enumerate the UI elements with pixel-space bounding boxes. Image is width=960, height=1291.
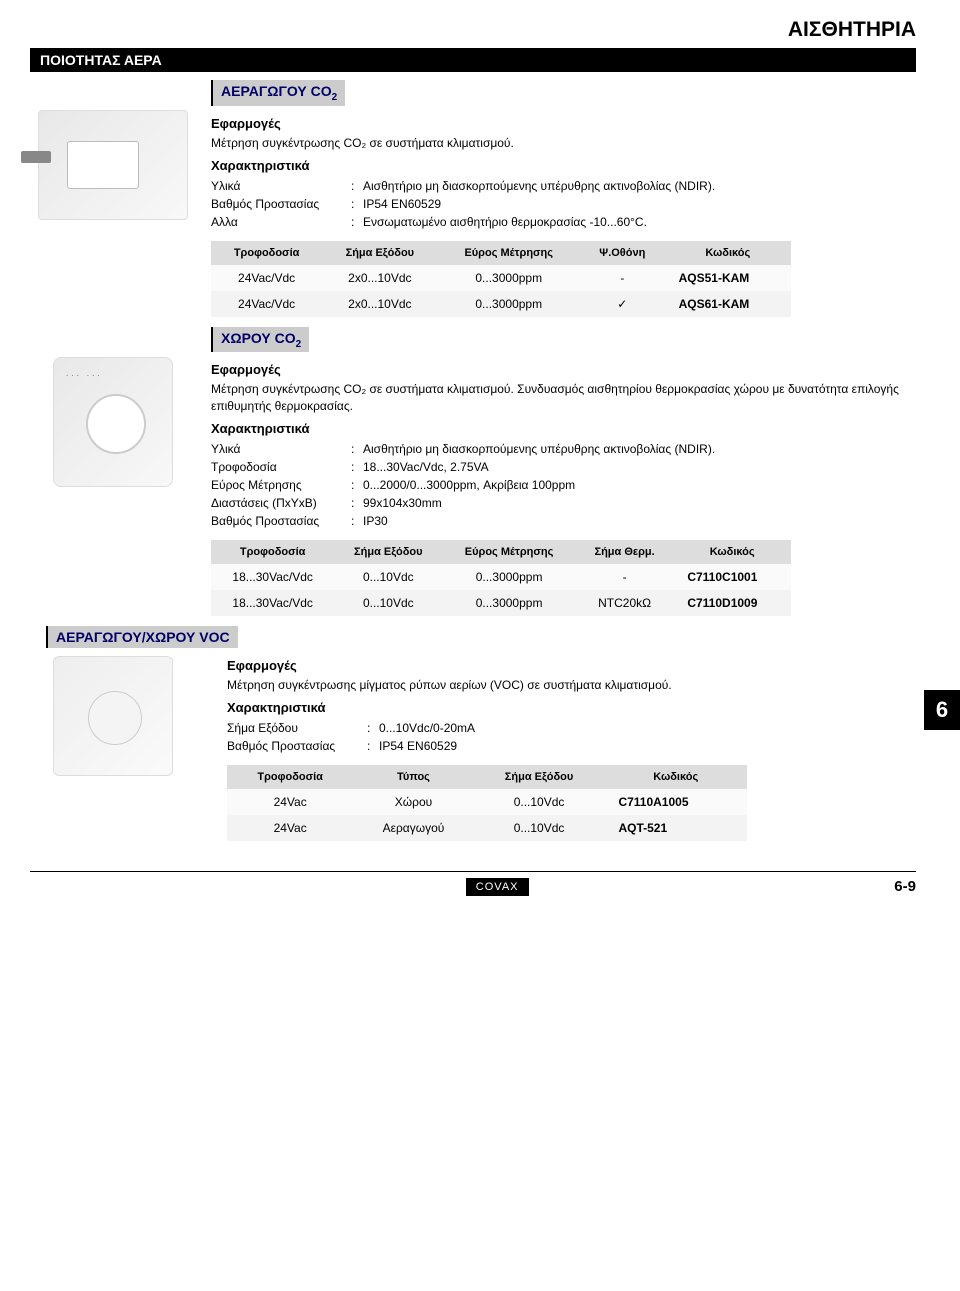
td: 24Vac/Vdc [211, 291, 322, 317]
spec-val: IP54 EN60529 [363, 195, 916, 213]
td: 0...10Vdc [474, 815, 605, 841]
sec2-specs: Υλικά:Αισθητήριο μη διασκορπούμενης υπέρ… [211, 440, 916, 530]
spec-val: IP54 EN60529 [379, 737, 916, 755]
table-row: 24Vac Αεραγωγού 0...10Vdc AQT-521 [227, 815, 747, 841]
td: 0...3000ppm [437, 291, 580, 317]
td: 0...3000ppm [442, 590, 576, 616]
sec2-apps-text: Μέτρηση συγκέντρωσης CO₂ σε συστήματα κλ… [211, 381, 916, 415]
sec1-chars-title: Χαρακτηριστικά [211, 158, 916, 173]
spec-label: Υλικά [211, 177, 351, 195]
td: 0...10Vdc [334, 564, 442, 590]
td: 18...30Vac/Vdc [211, 564, 334, 590]
th: Εύρος Μέτρησης [437, 241, 580, 265]
product-image-room-co2 [53, 357, 173, 487]
th: Τροφοδοσία [211, 540, 334, 564]
sec2-apps-title: Εφαρμογές [211, 362, 916, 377]
sec3-chars-title: Χαρακτηριστικά [227, 700, 916, 715]
td: 0...3000ppm [442, 564, 576, 590]
th: Τροφοδοσία [211, 241, 322, 265]
table-row: 18...30Vac/Vdc 0...10Vdc 0...3000ppm - C… [211, 564, 791, 590]
spec-val: 18...30Vac/Vdc, 2.75VA [363, 458, 916, 476]
sec3-table: Τροφοδοσία Τύπος Σήμα Εξόδου Κωδικός 24V… [227, 765, 747, 841]
td: 18...30Vac/Vdc [211, 590, 334, 616]
sec1-apps-text: Μέτρηση συγκέντρωσης CO₂ σε συστήματα κλ… [211, 135, 916, 152]
sec1-specs: Υλικά:Αισθητήριο μη διασκορπούμενης υπέρ… [211, 177, 916, 231]
spec-label: Σήμα Εξόδου [227, 719, 367, 737]
th: Τύπος [353, 765, 473, 789]
spec-label: Υλικά [211, 440, 351, 458]
spec-label: Εύρος Μέτρησης [211, 476, 351, 494]
footer-logo: COVAX [466, 878, 529, 896]
spec-label: Διαστάσεις (ΠxΥxΒ) [211, 494, 351, 512]
spec-val: 0...2000/0...3000ppm, Ακρίβεια 100ppm [363, 476, 916, 494]
sec2-header-text: ΧΩΡΟΥ CO [221, 330, 296, 346]
td: Χώρου [353, 789, 473, 815]
th: Ψ.Οθόνη [580, 241, 665, 265]
td: 2x0...10Vdc [322, 291, 437, 317]
table-row: 18...30Vac/Vdc 0...10Vdc 0...3000ppm NTC… [211, 590, 791, 616]
table-row: 24Vac/Vdc 2x0...10Vdc 0...3000ppm - AQS5… [211, 265, 791, 291]
page-title: ΑΙΣΘΗΤΗΡΙΑ [30, 18, 916, 42]
spec-val: Ενσωματωμένο αισθητήριο θερμοκρασίας -10… [363, 213, 916, 231]
sec1-apps-title: Εφαρμογές [211, 116, 916, 131]
td: NTC20kΩ [576, 590, 673, 616]
th: Σήμα Εξόδου [334, 540, 442, 564]
th: Εύρος Μέτρησης [442, 540, 576, 564]
td: 24Vac [227, 815, 353, 841]
th: Σήμα Εξόδου [474, 765, 605, 789]
td: 0...3000ppm [437, 265, 580, 291]
sec2-table: Τροφοδοσία Σήμα Εξόδου Εύρος Μέτρησης Σή… [211, 540, 791, 616]
td: 0...10Vdc [474, 789, 605, 815]
sec2-chars-title: Χαρακτηριστικά [211, 421, 916, 436]
chapter-tab: 6 [924, 690, 960, 730]
product-image-duct-co2 [38, 110, 188, 220]
sec3-apps-text: Μέτρηση συγκέντρωσης μίγματος ρύπων αερί… [227, 677, 916, 694]
spec-val: 99x104x30mm [363, 494, 916, 512]
td: 0...10Vdc [334, 590, 442, 616]
td: 24Vac/Vdc [211, 265, 322, 291]
th: Σήμα Θερμ. [576, 540, 673, 564]
table-row: 24Vac/Vdc 2x0...10Vdc 0...3000ppm ✓ AQS6… [211, 291, 791, 317]
sec1-header-sub: 2 [332, 92, 338, 103]
td: 24Vac [227, 789, 353, 815]
td: ✓ [580, 291, 665, 317]
sec3-specs: Σήμα Εξόδου:0...10Vdc/0-20mA Βαθμός Προσ… [227, 719, 916, 755]
sec2-header: ΧΩΡΟΥ CO2 [211, 327, 309, 353]
spec-val: 0...10Vdc/0-20mA [379, 719, 916, 737]
spec-label: Αλλα [211, 213, 351, 231]
table-row: 24Vac Χώρου 0...10Vdc C7110A1005 [227, 789, 747, 815]
page-number: 6-9 [894, 878, 916, 895]
sec3-apps-title: Εφαρμογές [227, 658, 916, 673]
spec-val: Αισθητήριο μη διασκορπούμενης υπέρυθρης … [363, 177, 916, 195]
spec-label: Βαθμός Προστασίας [211, 512, 351, 530]
td: AQT-521 [604, 815, 747, 841]
spec-val: IP30 [363, 512, 916, 530]
th: Κωδικός [673, 540, 791, 564]
th: Κωδικός [665, 241, 791, 265]
spec-label: Βαθμός Προστασίας [227, 737, 367, 755]
spec-val: Αισθητήριο μη διασκορπούμενης υπέρυθρης … [363, 440, 916, 458]
sec3-header: ΑΕΡΑΓΩΓΟΥ/ΧΩΡΟΥ VOC [46, 626, 238, 648]
th: Κωδικός [604, 765, 747, 789]
spec-label: Βαθμός Προστασίας [211, 195, 351, 213]
th: Σήμα Εξόδου [322, 241, 437, 265]
sec1-header: ΑΕΡΑΓΩΓΟΥ CO2 [211, 80, 345, 106]
spec-label: Τροφοδοσία [211, 458, 351, 476]
product-image-voc [53, 656, 173, 776]
td: Αεραγωγού [353, 815, 473, 841]
td: 2x0...10Vdc [322, 265, 437, 291]
td: - [576, 564, 673, 590]
th: Τροφοδοσία [227, 765, 353, 789]
td: AQS51-KAM [665, 265, 791, 291]
sec1-table: Τροφοδοσία Σήμα Εξόδου Εύρος Μέτρησης Ψ.… [211, 241, 791, 317]
sec2-header-sub: 2 [296, 338, 302, 349]
td: C7110D1009 [673, 590, 791, 616]
td: C7110C1001 [673, 564, 791, 590]
quality-bar: ΠΟΙΟΤΗΤΑΣ ΑΕΡΑ [30, 48, 916, 72]
sec1-header-text: ΑΕΡΑΓΩΓΟΥ CO [221, 83, 332, 99]
td: AQS61-KAM [665, 291, 791, 317]
td: - [580, 265, 665, 291]
td: C7110A1005 [604, 789, 747, 815]
